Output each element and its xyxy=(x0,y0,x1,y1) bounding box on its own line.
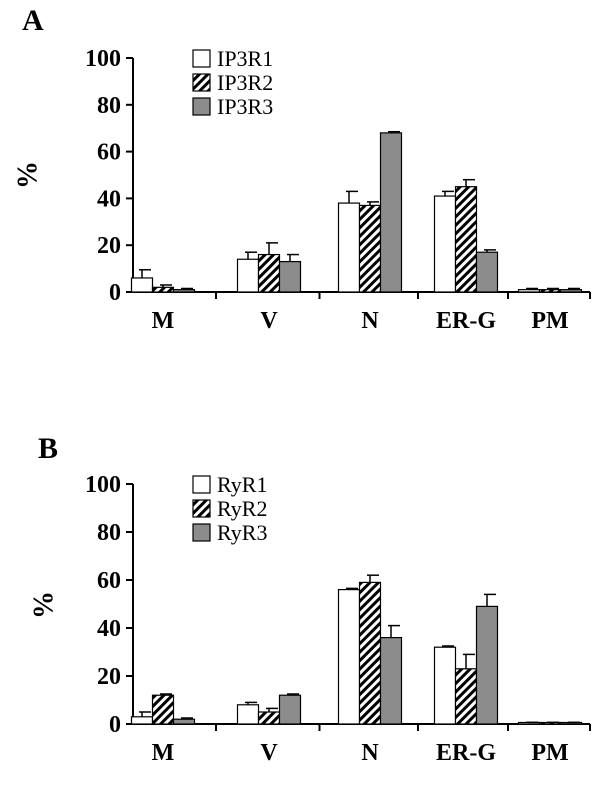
bar xyxy=(358,204,382,293)
x-tick-label: ER-G xyxy=(436,740,496,766)
y-tick-label: 20 xyxy=(97,233,121,259)
bar xyxy=(130,277,154,293)
x-tick-label: N xyxy=(361,308,379,334)
bar xyxy=(517,289,541,293)
bar xyxy=(433,195,457,293)
y-tick-label: 0 xyxy=(109,712,121,738)
legend-label: RyR2 xyxy=(217,496,267,521)
bar xyxy=(559,289,583,293)
legend-swatch xyxy=(192,49,211,68)
y-tick-label: 60 xyxy=(97,568,121,594)
y-tick-label: 80 xyxy=(97,520,121,546)
bar xyxy=(475,251,499,293)
y-tick-label: 40 xyxy=(97,186,121,212)
x-tick-label: ER-G xyxy=(436,308,496,334)
x-tick-label: V xyxy=(260,740,278,766)
bar xyxy=(130,716,154,725)
legend-label: RyR1 xyxy=(217,472,267,497)
bar xyxy=(358,581,382,725)
bar xyxy=(337,202,361,293)
y-tick-label: 80 xyxy=(97,93,121,119)
bar xyxy=(257,253,281,293)
bar xyxy=(538,289,562,293)
bar xyxy=(379,132,403,293)
bar xyxy=(151,694,175,725)
legend-label: IP3R1 xyxy=(217,46,273,71)
y-tick-label: 0 xyxy=(109,280,121,306)
bar xyxy=(379,636,403,725)
panel-label: A xyxy=(22,4,44,37)
y-tick-label: 100 xyxy=(85,46,121,72)
bar xyxy=(454,186,478,293)
bar xyxy=(475,605,499,725)
bar xyxy=(257,711,281,725)
y-axis-label: % xyxy=(12,161,43,189)
y-tick-label: 20 xyxy=(97,664,121,690)
panel-label: B xyxy=(38,432,58,465)
legend-swatch xyxy=(192,73,211,92)
x-tick-label: M xyxy=(152,740,175,766)
x-tick-label: M xyxy=(152,308,175,334)
legend-swatch xyxy=(192,97,211,116)
bar xyxy=(172,718,196,725)
legend-swatch xyxy=(192,523,211,542)
bar xyxy=(172,289,196,293)
x-tick-label: PM xyxy=(531,740,568,766)
y-tick-label: 40 xyxy=(97,616,121,642)
bar xyxy=(236,258,260,293)
bar xyxy=(278,694,302,725)
y-tick-label: 100 xyxy=(85,472,121,498)
legend-label: IP3R2 xyxy=(217,70,273,95)
x-tick-label: N xyxy=(361,740,379,766)
x-tick-label: V xyxy=(260,308,278,334)
legend-swatch xyxy=(192,475,211,494)
legend-label: IP3R3 xyxy=(217,94,273,119)
bar xyxy=(337,588,361,725)
legend-swatch xyxy=(192,499,211,518)
bar xyxy=(433,646,457,725)
y-tick-label: 60 xyxy=(97,140,121,166)
bar xyxy=(236,704,260,725)
bar xyxy=(278,260,302,293)
bar xyxy=(454,668,478,725)
bar xyxy=(151,286,175,293)
legend-label: RyR3 xyxy=(217,520,267,545)
x-tick-label: PM xyxy=(531,308,568,334)
y-axis-label: % xyxy=(28,591,59,619)
